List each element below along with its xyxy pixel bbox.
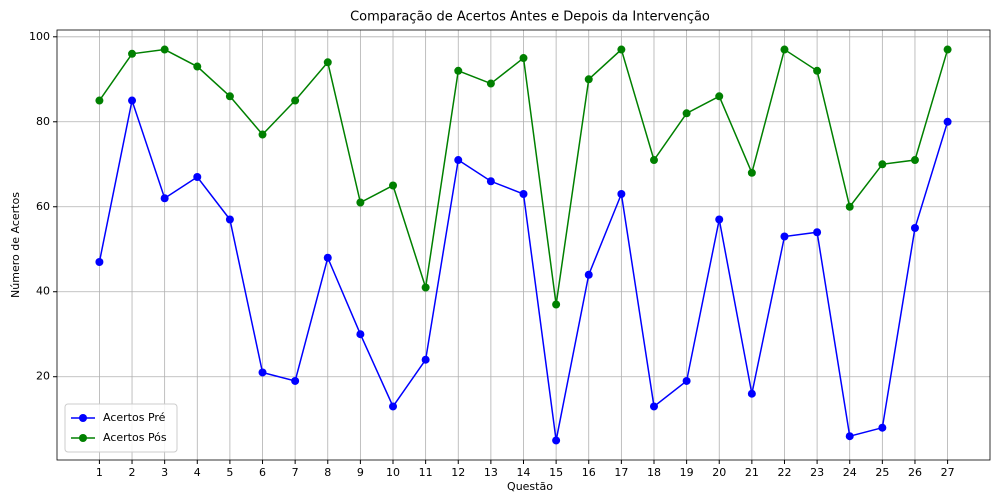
x-tick-label: 20	[712, 466, 726, 479]
y-tick-label: 60	[36, 200, 50, 213]
y-tick-label: 20	[36, 370, 50, 383]
x-tick-label: 18	[647, 466, 661, 479]
x-tick-label: 8	[324, 466, 331, 479]
point	[193, 173, 202, 182]
point	[943, 45, 952, 54]
point	[878, 160, 887, 169]
point	[780, 45, 789, 54]
x-tick-label: 11	[419, 466, 433, 479]
point	[193, 62, 202, 71]
x-tick-label: 5	[226, 466, 233, 479]
point	[813, 66, 822, 75]
point	[682, 109, 691, 118]
point	[421, 355, 430, 364]
x-tick-label: 1	[96, 466, 103, 479]
point	[584, 270, 593, 279]
point	[454, 66, 463, 75]
point	[747, 168, 756, 177]
y-tick-label: 80	[36, 115, 50, 128]
legend-marker	[79, 414, 87, 422]
point	[323, 253, 332, 262]
point	[95, 96, 104, 105]
x-tick-label: 26	[908, 466, 922, 479]
point	[715, 92, 724, 101]
x-tick-label: 6	[259, 466, 266, 479]
point	[291, 96, 300, 105]
point	[323, 58, 332, 67]
x-tick-label: 21	[745, 466, 759, 479]
point	[649, 402, 658, 411]
legend-marker	[79, 434, 87, 442]
point	[552, 300, 561, 309]
point	[356, 330, 365, 339]
point	[649, 156, 658, 165]
legend-label: Acertos Pré	[103, 411, 166, 424]
point	[95, 257, 104, 266]
point	[225, 215, 234, 224]
x-tick-label: 9	[357, 466, 364, 479]
point	[617, 190, 626, 199]
point	[486, 177, 495, 186]
x-tick-label: 27	[941, 466, 955, 479]
x-tick-label: 7	[292, 466, 299, 479]
point	[389, 402, 398, 411]
point	[552, 436, 561, 445]
x-tick-label: 17	[614, 466, 628, 479]
point	[128, 49, 137, 58]
point	[258, 368, 267, 377]
plot-frame	[56, 29, 991, 461]
x-tick-label: 16	[582, 466, 596, 479]
x-tick-label: 15	[549, 466, 563, 479]
x-tick-label: 22	[777, 466, 791, 479]
point	[910, 224, 919, 233]
y-tick-label: 100	[29, 30, 50, 43]
point	[486, 79, 495, 88]
point	[421, 283, 430, 292]
point	[813, 228, 822, 237]
point	[780, 232, 789, 241]
point	[910, 156, 919, 165]
y-tick-label: 40	[36, 285, 50, 298]
x-axis-label: Questão	[507, 480, 553, 492]
point	[128, 96, 137, 105]
legend-box	[64, 403, 178, 453]
x-tick-label: 24	[843, 466, 857, 479]
point	[160, 194, 169, 203]
x-tick-label: 25	[875, 466, 889, 479]
point	[747, 389, 756, 398]
point	[454, 156, 463, 165]
x-tick-label: 12	[451, 466, 465, 479]
x-tick-label: 3	[161, 466, 168, 479]
point	[225, 92, 234, 101]
point	[943, 117, 952, 126]
x-tick-label: 23	[810, 466, 824, 479]
y-axis-label: Número de Acertos	[9, 192, 22, 298]
point	[878, 423, 887, 432]
x-tick-label: 10	[386, 466, 400, 479]
point	[584, 75, 593, 84]
point	[617, 45, 626, 54]
point	[845, 202, 854, 211]
point	[160, 45, 169, 54]
point	[356, 198, 365, 207]
point	[258, 130, 267, 139]
x-tick-label: 13	[484, 466, 498, 479]
point	[519, 190, 528, 199]
point	[389, 181, 398, 190]
point	[845, 432, 854, 441]
point	[291, 376, 300, 385]
point	[682, 376, 691, 385]
point	[715, 215, 724, 224]
chart-title: Comparação de Acertos Antes e Depois da …	[350, 10, 710, 25]
point	[519, 54, 528, 63]
x-tick-label: 14	[517, 466, 531, 479]
legend-label: Acertos Pós	[103, 431, 167, 444]
x-tick-label: 2	[129, 466, 136, 479]
x-tick-label: 4	[194, 466, 201, 479]
x-tick-label: 19	[680, 466, 694, 479]
